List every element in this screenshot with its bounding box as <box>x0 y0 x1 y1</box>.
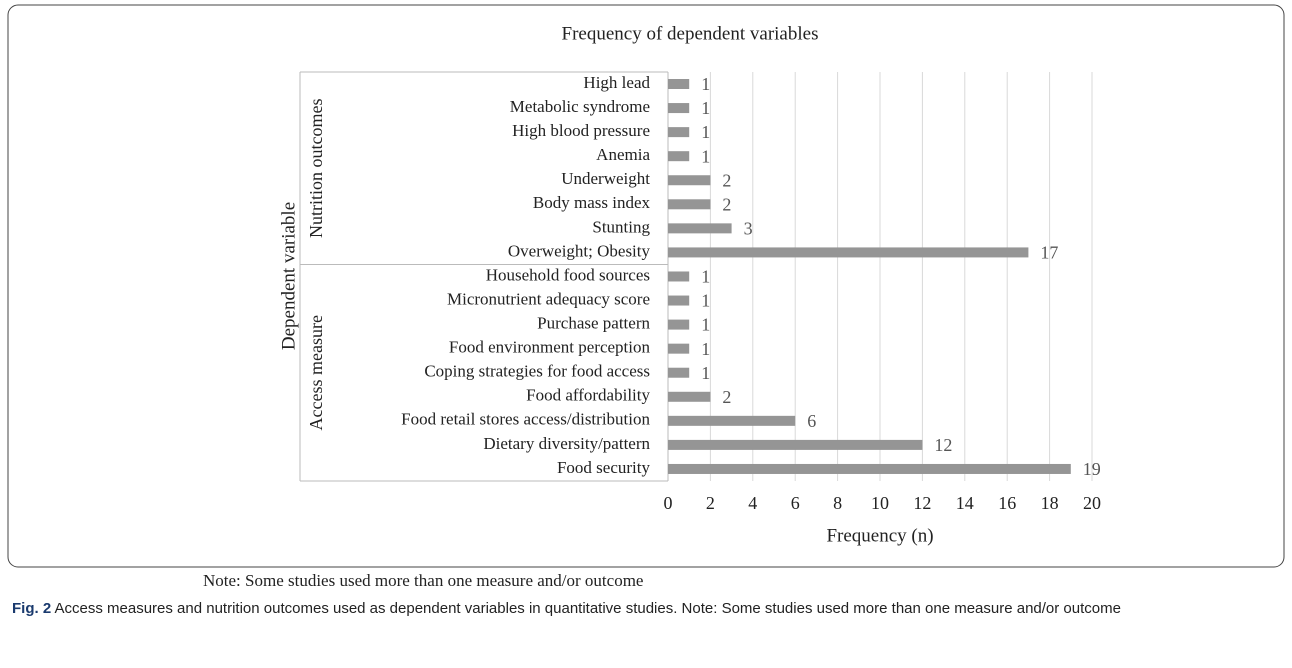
x-tick-label: 18 <box>1041 493 1059 513</box>
value-label: 1 <box>701 291 710 311</box>
y-tick-label: Household food sources <box>486 265 650 284</box>
y-tick-label: Overweight; Obesity <box>508 241 651 260</box>
x-tick-label: 10 <box>871 493 889 513</box>
y-tick-label: Underweight <box>561 169 650 188</box>
y-tick-label: High blood pressure <box>512 121 650 140</box>
value-label: 3 <box>744 218 753 238</box>
x-tick-label: 6 <box>791 493 800 513</box>
x-axis-label: Frequency (n) <box>826 525 933 546</box>
value-label: 17 <box>1040 243 1058 263</box>
y-tick-label: Micronutrient adequacy score <box>447 289 650 308</box>
chart: Frequency of dependent variables Frequen… <box>7 4 1285 590</box>
bar <box>668 295 690 306</box>
value-label: 1 <box>701 98 710 118</box>
x-tick-label: 2 <box>706 493 715 513</box>
y-tick-label: Purchase pattern <box>537 314 650 333</box>
bar <box>668 439 923 450</box>
value-label: 19 <box>1083 459 1101 479</box>
value-label: 2 <box>722 170 731 190</box>
y-tick-label: Body mass index <box>533 193 651 212</box>
x-tick-label: 16 <box>998 493 1016 513</box>
y-tick-label: Coping strategies for food access <box>424 362 650 381</box>
chart-title: Frequency of dependent variables <box>562 23 819 44</box>
bar <box>668 103 690 114</box>
value-label: 1 <box>701 363 710 383</box>
bar <box>668 391 711 402</box>
bar <box>668 127 690 138</box>
y-axis-label: Dependent variable <box>278 202 299 350</box>
x-tick-label: 20 <box>1083 493 1101 513</box>
value-label: 1 <box>701 267 710 287</box>
note: Note: Some studies used more than one me… <box>203 571 643 590</box>
y-tick-label: Anemia <box>596 145 650 164</box>
x-tick-label: 8 <box>833 493 842 513</box>
y-tick-label: Food environment perception <box>449 338 651 357</box>
caption: Fig. 2 Access measures and nutrition out… <box>12 598 1272 620</box>
y-tick-label: Stunting <box>592 217 650 236</box>
bar <box>668 271 690 282</box>
bar <box>668 223 732 234</box>
group-label: Nutrition outcomes <box>306 98 326 237</box>
y-tick-label: Food security <box>557 458 651 477</box>
x-tick-label: 14 <box>956 493 974 513</box>
bar <box>668 175 711 186</box>
value-label: 1 <box>701 74 710 94</box>
value-label: 2 <box>722 387 731 407</box>
y-tick-label: Metabolic syndrome <box>510 97 650 116</box>
bar <box>668 199 711 210</box>
y-tick-label: Dietary diversity/pattern <box>483 434 650 453</box>
bar <box>668 463 1071 474</box>
bar <box>668 343 690 354</box>
value-label: 1 <box>701 339 710 359</box>
y-tick-label: High lead <box>583 73 650 92</box>
group-label: Access measure <box>306 315 326 430</box>
value-label: 1 <box>701 146 710 166</box>
x-tick-label: 0 <box>664 493 673 513</box>
value-label: 12 <box>934 435 952 455</box>
frame <box>7 4 1285 568</box>
bar <box>668 319 690 330</box>
value-label: 6 <box>807 411 816 431</box>
y-tick-label: Food affordability <box>526 386 650 405</box>
bar <box>668 247 1029 258</box>
value-label: 1 <box>701 122 710 142</box>
x-tick-label: 12 <box>913 493 931 513</box>
caption-text: Access measures and nutrition outcomes u… <box>54 600 1121 617</box>
bar <box>668 151 690 162</box>
value-label: 2 <box>722 194 731 214</box>
y-tick-label: Food retail stores access/distribution <box>401 410 650 429</box>
figure-label: Fig. 2 <box>12 600 52 617</box>
bar <box>668 79 690 89</box>
bar <box>668 415 796 426</box>
value-label: 1 <box>701 315 710 335</box>
bar <box>668 367 690 378</box>
x-tick-label: 4 <box>748 493 757 513</box>
